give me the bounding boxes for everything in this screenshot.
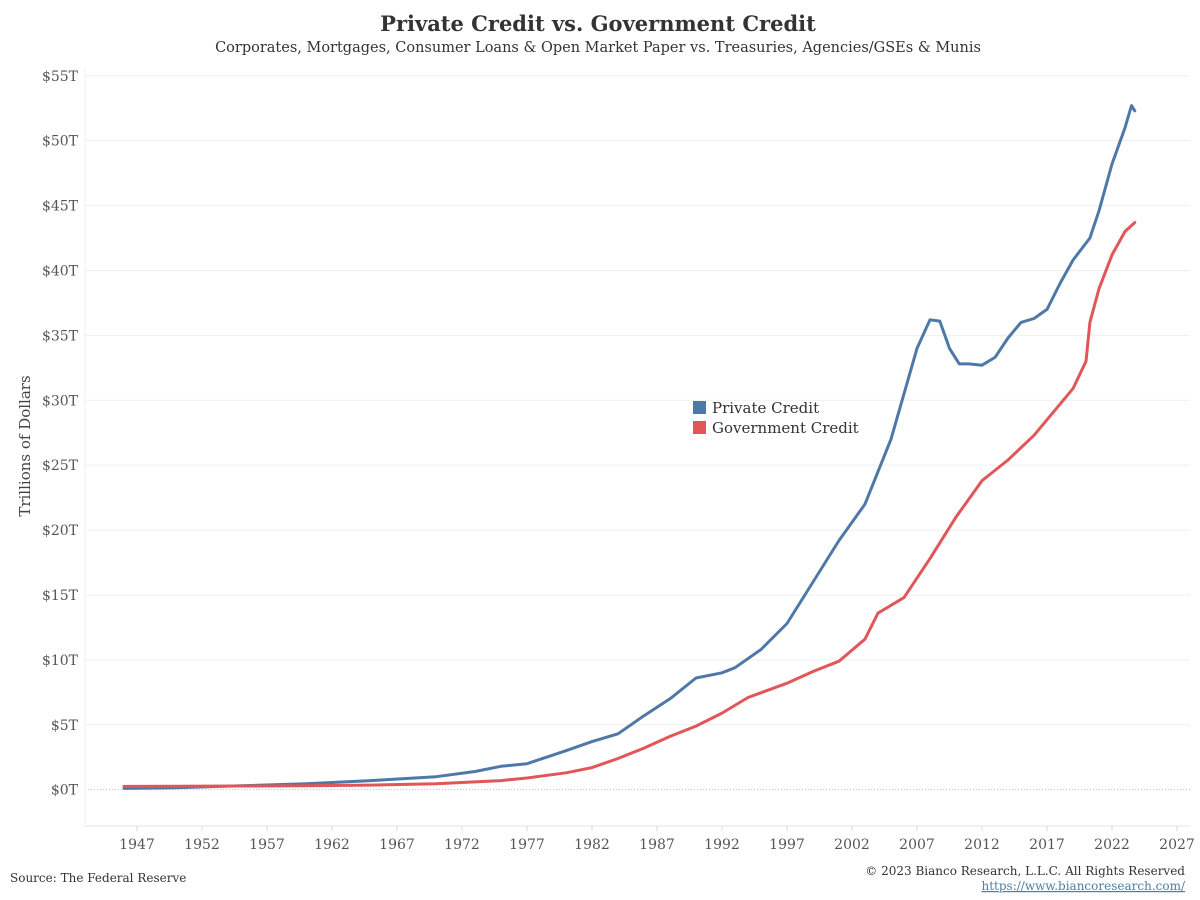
legend-swatch (693, 421, 706, 434)
y-tick-label: $30T (42, 393, 79, 409)
y-tick-label: $0T (51, 783, 79, 799)
x-tick-label: 1987 (639, 837, 675, 853)
series-layer (122, 104, 1137, 790)
y-tick-label: $50T (42, 134, 79, 150)
series-line-private-credit (122, 104, 1137, 790)
y-tick-label: $40T (42, 263, 79, 279)
website-link[interactable]: https://www.biancoresearch.com/ (981, 879, 1185, 893)
copyright-note: © 2023 Bianco Research, L.L.C. All Right… (865, 864, 1185, 878)
x-tick-label: 1982 (574, 837, 610, 853)
grid-layer (84, 68, 1190, 826)
y-axis-label: Trillions of Dollars (16, 375, 34, 516)
y-tick-label: $55T (42, 69, 79, 85)
x-tick-label: 1957 (249, 837, 285, 853)
x-tick-label: 2017 (1029, 837, 1065, 853)
x-tick-label: 1997 (769, 837, 805, 853)
legend-label: Private Credit (712, 399, 819, 417)
x-tick-label: 1947 (119, 837, 155, 853)
y-tick-label: $25T (42, 458, 79, 474)
x-tick-label: 1952 (184, 837, 220, 853)
x-tick-label: 1977 (509, 837, 545, 853)
x-tick-label: 1962 (314, 837, 350, 853)
x-tick-label: 1972 (444, 837, 480, 853)
source-note: Source: The Federal Reserve (10, 871, 186, 885)
y-tick-label: $35T (42, 328, 79, 344)
legend: Private Credit Government Credit (693, 399, 859, 437)
y-tick-label: $45T (42, 199, 79, 215)
series-line-government-credit (122, 221, 1137, 788)
chart-title: Private Credit vs. Government Credit (380, 11, 816, 36)
y-tick-label: $10T (42, 653, 79, 669)
y-tick-label: $5T (51, 718, 79, 734)
y-tick-label: $15T (42, 588, 79, 604)
x-tick-label: 2022 (1094, 837, 1130, 853)
legend-label: Government Credit (712, 419, 859, 437)
x-tick-label: 2012 (964, 837, 1000, 853)
x-tick-label: 2007 (899, 837, 935, 853)
x-tick-label: 2002 (834, 837, 870, 853)
x-tick-label: 1967 (379, 837, 415, 853)
x-tick-label: 1992 (704, 837, 740, 853)
x-tick-label: 2027 (1159, 837, 1195, 853)
legend-swatch (693, 401, 706, 414)
axis-layer: $0T $5T $10T $15T $20T $25T $30T $35T $40T $45T $5… (42, 69, 1195, 853)
chart-subtitle: Corporates, Mortgages, Consumer Loans & … (215, 40, 981, 56)
y-tick-label: $20T (42, 523, 79, 539)
